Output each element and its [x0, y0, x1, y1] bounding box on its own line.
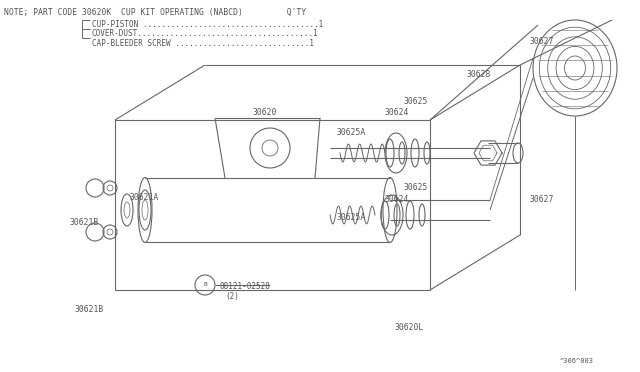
Text: CAP-BLEEDER SCREW .............................1: CAP-BLEEDER SCREW ......................…: [92, 39, 314, 48]
Text: 08121-02528: 08121-02528: [220, 282, 271, 291]
Text: 30620L: 30620L: [395, 323, 424, 332]
Text: 30624: 30624: [385, 195, 410, 204]
Text: 30627: 30627: [530, 37, 554, 46]
Text: 30621B: 30621B: [75, 305, 104, 314]
Text: 30620: 30620: [253, 108, 277, 117]
Text: COVER-DUST......................................1: COVER-DUST..............................…: [92, 29, 319, 38]
Text: CUP-PISTON ......................................1: CUP-PISTON .............................…: [92, 20, 323, 29]
Text: 30624: 30624: [385, 108, 410, 117]
Text: (2): (2): [225, 292, 239, 301]
Text: 30628: 30628: [467, 70, 492, 79]
Text: 30625: 30625: [404, 183, 428, 192]
Text: NOTE; PART CODE 30620K  CUP KIT OPERATING (NABCD)         Q'TY: NOTE; PART CODE 30620K CUP KIT OPERATING…: [4, 8, 307, 17]
Text: 30625A: 30625A: [337, 128, 366, 137]
Text: B: B: [203, 282, 207, 288]
Text: ^306^003: ^306^003: [560, 358, 594, 364]
Text: 30625: 30625: [404, 97, 428, 106]
Text: 30621B: 30621B: [70, 218, 99, 227]
Text: 30625A: 30625A: [337, 213, 366, 222]
Text: 30621A: 30621A: [130, 193, 159, 202]
Text: 30627: 30627: [530, 195, 554, 204]
